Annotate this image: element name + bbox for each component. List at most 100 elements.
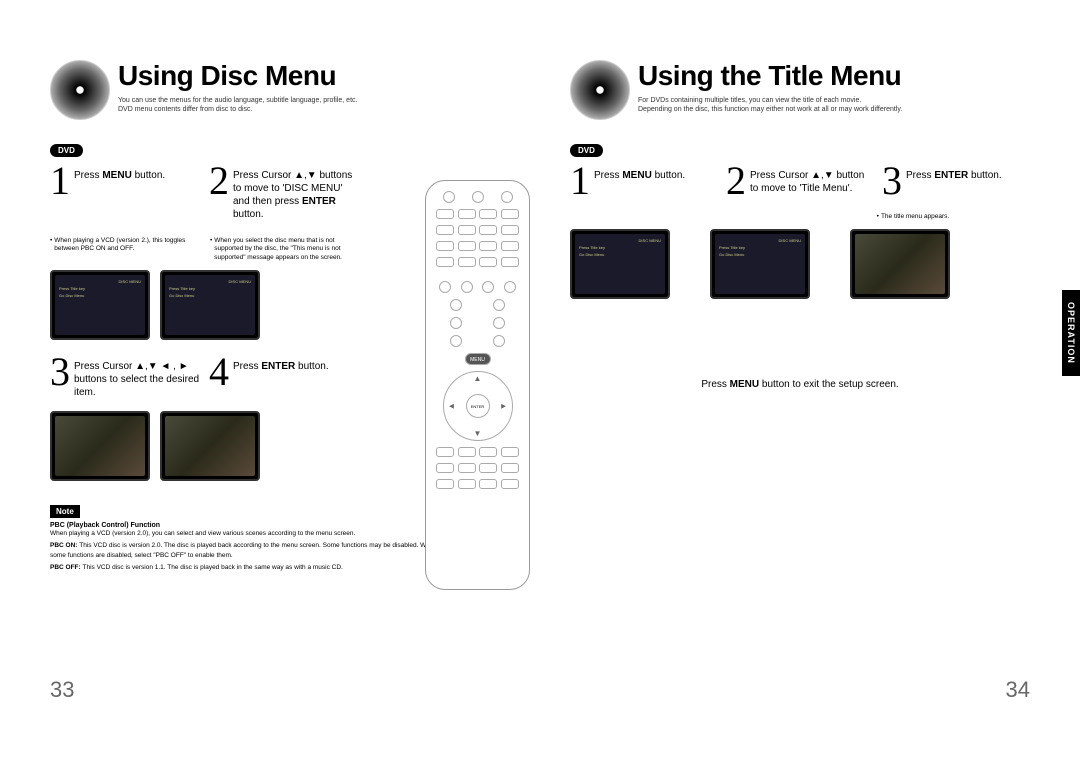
step-4: 4 Press ENTER button.: [209, 356, 360, 399]
remote-dpad: ▲ ▼ ◄ ► ENTER: [443, 371, 513, 441]
bullet-note-1: When playing a VCD (version 2.), this to…: [50, 237, 200, 262]
step-text: Press ENTER button.: [906, 165, 1002, 182]
step-num: 2: [726, 165, 746, 197]
step-text: Press MENU button.: [594, 165, 685, 182]
screenshots-row-1: DISC MENU Press Title key Go Disc Menu D…: [50, 270, 360, 340]
remote-btn: [504, 281, 516, 293]
disc-icon: [50, 60, 110, 120]
bullet-note-3: The title menu appears.: [877, 213, 1030, 221]
step-text: Press Cursor ▲,▼ button to move to 'Titl…: [750, 165, 874, 195]
remote-btn: [501, 191, 513, 203]
remote-btn: [501, 257, 519, 267]
remote-btn: [458, 225, 476, 235]
remote-menu-button: MENU: [465, 353, 491, 365]
tv-screen-menu: DISC MENU Press Title key Go Disc Menu: [160, 270, 260, 340]
step-text: Press ENTER button.: [233, 356, 329, 373]
steps-row-2: 3 Press Cursor ▲,▼ ◄ , ► buttons to sele…: [50, 356, 360, 399]
remote-btn: [482, 281, 494, 293]
notes-section: Note PBC (Playback Control) Function Whe…: [50, 501, 450, 571]
bullet-note-2: When you select the disc menu that is no…: [210, 237, 360, 262]
screenshots-row-right: DISC MENU Press Title key Go Disc Menu D…: [570, 229, 1030, 299]
remote-btn: [439, 281, 451, 293]
remote-btn: [450, 299, 462, 311]
step-2r: 2 Press Cursor ▲,▼ button to move to 'Ti…: [726, 165, 874, 197]
remote-btn: [458, 257, 476, 267]
step-num: 4: [209, 356, 229, 388]
header-left: Using Disc Menu You can use the menus fo…: [50, 60, 530, 120]
remote-btn: [436, 241, 454, 251]
tv-screen-menu: DISC MENU Press Title key Go Disc Menu: [50, 270, 150, 340]
note-badge: Note: [50, 505, 80, 518]
remote-btn: [501, 463, 519, 473]
page-number-right: 34: [1006, 677, 1030, 703]
remote-btn: [472, 191, 484, 203]
dpad-left-icon: ◄: [448, 402, 456, 411]
step-2: 2 Press Cursor ▲,▼ buttons to move to 'D…: [209, 165, 360, 221]
tv-screen-menu: DISC MENU Press Title key Go Disc Menu: [710, 229, 810, 299]
step-3: 3 Press Cursor ▲,▼ ◄ , ► buttons to sele…: [50, 356, 201, 399]
screenshots-row-2: [50, 411, 360, 481]
disc-icon: [570, 60, 630, 120]
tv-screen-movie: [850, 229, 950, 299]
remote-btn: [501, 447, 519, 457]
remote-btn: [479, 463, 497, 473]
header-right: Using the Title Menu For DVDs containing…: [570, 60, 1030, 120]
remote-btn: [479, 257, 497, 267]
tv-screen-movie: [160, 411, 260, 481]
page-number-left: 33: [50, 677, 74, 703]
remote-btn: [479, 209, 497, 219]
side-tab-operation: OPERATION: [1062, 290, 1080, 376]
remote-btn: [493, 299, 505, 311]
exit-note: Press MENU button to exit the setup scre…: [570, 379, 1030, 390]
remote-btn: [493, 335, 505, 347]
remote-btn: [436, 225, 454, 235]
remote-btn: [461, 281, 473, 293]
step-text: Press MENU button.: [74, 165, 165, 182]
note-line: When playing a VCD (version 2.0), you ca…: [50, 529, 450, 538]
remote-btn: [479, 479, 497, 489]
remote-btn: [458, 479, 476, 489]
remote-btn: [443, 191, 455, 203]
steps-row-1: 1 Press MENU button. 2 Press Cursor ▲,▼ …: [50, 165, 360, 221]
page-34: Using the Title Menu For DVDs containing…: [540, 0, 1080, 763]
remote-btn: [501, 209, 519, 219]
step-1r: 1 Press MENU button.: [570, 165, 718, 197]
remote-btn: [436, 447, 454, 457]
dpad-up-icon: ▲: [474, 374, 482, 383]
remote-btn: [501, 479, 519, 489]
remote-btn: [458, 209, 476, 219]
remote-btn: [436, 479, 454, 489]
note-title: PBC (Playback Control) Function: [50, 522, 450, 529]
step-num: 3: [882, 165, 902, 197]
dvd-badge-right: DVD: [570, 144, 603, 157]
remote-btn: [501, 241, 519, 251]
subtitle-left-2: DVD menu contents differ from disc to di…: [118, 105, 530, 114]
dpad-down-icon: ▼: [474, 429, 482, 438]
remote-btn: [479, 447, 497, 457]
tv-screen-movie: [50, 411, 150, 481]
remote-btn: [458, 241, 476, 251]
step-text: Press Cursor ▲,▼ ◄ , ► buttons to select…: [74, 356, 201, 399]
dvd-badge-left: DVD: [50, 144, 83, 157]
remote-btn: [501, 225, 519, 235]
subtitle-right-2: Depending on the disc, this function may…: [638, 105, 1030, 114]
remote-btn: [436, 209, 454, 219]
tv-screen-menu: DISC MENU Press Title key Go Disc Menu: [570, 229, 670, 299]
remote-btn: [493, 317, 505, 329]
step-num: 3: [50, 356, 70, 388]
remote-btn: [479, 225, 497, 235]
step-3r: 3 Press ENTER button.: [882, 165, 1030, 197]
step-num: 1: [50, 165, 70, 197]
page-33: Using Disc Menu You can use the menus fo…: [0, 0, 540, 763]
page-title-left: Using Disc Menu: [118, 60, 530, 92]
remote-enter-button: ENTER: [466, 394, 490, 418]
page-title-right: Using the Title Menu: [638, 60, 1030, 92]
remote-control: MENU ▲ ▼ ◄ ► ENTER: [425, 180, 530, 590]
subtitle-right-1: For DVDs containing multiple titles, you…: [638, 96, 1030, 105]
step-text: Press Cursor ▲,▼ buttons to move to 'DIS…: [233, 165, 360, 221]
remote-btn: [436, 463, 454, 473]
remote-btn: [436, 257, 454, 267]
remote-btn: [458, 447, 476, 457]
remote-btn: [479, 241, 497, 251]
step-num: 1: [570, 165, 590, 197]
